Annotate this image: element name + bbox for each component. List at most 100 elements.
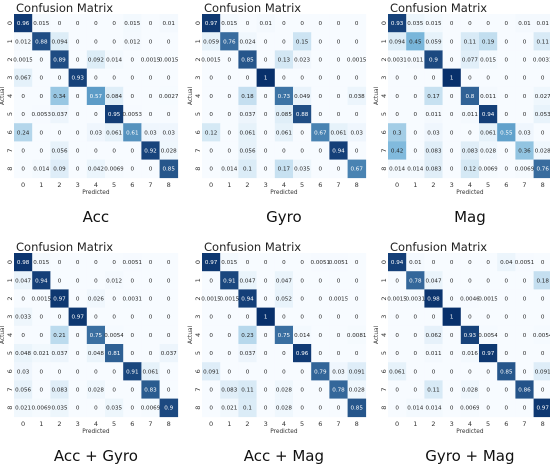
heatmap-cell: [86, 253, 106, 272]
cell-value-label: 0: [395, 278, 399, 284]
heatmap-cell: [105, 50, 124, 69]
cell-value-label: 0: [76, 297, 80, 303]
cell-value-label: 0.98: [427, 297, 440, 303]
cell-value-label: 0: [40, 333, 44, 339]
x-tick-label: 2: [57, 420, 61, 428]
heatmap-cell: [105, 14, 124, 33]
heatmap-cell: [202, 344, 221, 363]
cell-value-label: 0: [450, 260, 454, 266]
heatmap-cell: [86, 68, 106, 88]
heatmap-cell: [32, 307, 51, 327]
cell-value-label: 0: [94, 149, 98, 155]
heatmap-cell: [311, 50, 330, 69]
cell-value-label: 0.94: [241, 297, 254, 303]
cell-value-label: 0: [505, 351, 509, 357]
heatmap-cell: [347, 105, 367, 124]
cell-value-label: 0.0069: [478, 167, 498, 173]
cell-value-label: 0: [300, 149, 304, 155]
heatmap-cell: [533, 362, 550, 381]
heatmap-cell: [159, 50, 179, 69]
heatmap-cell: [406, 14, 425, 33]
cell-value-label: 0: [112, 297, 116, 303]
cell-value-label: 0.76: [536, 167, 549, 173]
x-tick-label: 5: [300, 181, 304, 189]
heatmap-cell: [460, 141, 480, 160]
y-tick-label: 6: [380, 369, 388, 373]
cell-value-label: 0.17: [278, 167, 291, 173]
heatmap-cell: [238, 141, 257, 160]
cell-value-label: 0: [282, 351, 286, 357]
cell-value-label: 0: [264, 333, 268, 339]
cell-value-label: 0.049: [294, 94, 310, 100]
heatmap-cell: [515, 253, 534, 272]
cell-value-label: 0.12: [205, 130, 217, 136]
cell-value-label: 0: [58, 369, 62, 375]
y-tick-label: 0: [380, 260, 388, 264]
cell-value-label: 0.0015: [347, 58, 367, 64]
cell-value-label: 0: [319, 58, 323, 64]
cell-value-label: 0.94: [391, 260, 404, 266]
cell-value-label: 0.89: [53, 58, 66, 64]
heatmap-cell: [50, 105, 69, 124]
heatmap-cell: [202, 32, 221, 51]
heatmap-cell: [220, 159, 239, 179]
heatmap-cell: [293, 253, 312, 272]
heatmap-cell: [123, 253, 142, 272]
heatmap-cell: [50, 380, 69, 399]
cell-value-label: 0.18: [536, 278, 549, 284]
x-tick-label: 0: [395, 420, 399, 428]
cell-value-label: 0: [523, 278, 527, 284]
cell-value-label: 0: [131, 406, 135, 412]
heatmap-cell: [274, 159, 294, 179]
heatmap-cell: [497, 307, 516, 327]
heatmap-cell: [50, 307, 69, 327]
heatmap-cell: [497, 141, 516, 160]
cell-value-label: 0.094: [51, 39, 67, 45]
cell-value-label: 0.85: [500, 369, 513, 375]
cell-value-label: 0: [228, 333, 232, 339]
cell-value-label: 0.014: [425, 406, 441, 412]
heatmap-cell: [311, 32, 330, 51]
x-tick-label: 7: [336, 420, 340, 428]
x-tick-label: 7: [336, 181, 340, 189]
cell-value-label: 0.01: [162, 21, 175, 27]
cell-value-label: 0: [432, 315, 436, 321]
cell-value-label: 0: [209, 167, 213, 173]
cell-value-label: 0: [149, 278, 153, 284]
heatmap-cell: [159, 68, 179, 88]
heatmap-cell: [256, 380, 276, 399]
heatmap-cell: [202, 253, 221, 272]
cell-value-label: 0.0031: [406, 297, 426, 303]
heatmap-cell: [329, 159, 348, 179]
heatmap-cell: [274, 123, 294, 142]
cell-value-label: 0: [94, 112, 98, 118]
heatmap-cell: [159, 271, 179, 290]
cell-value-label: 0: [395, 94, 399, 100]
cell-value-label: 0: [468, 76, 472, 82]
heatmap-cell: [256, 344, 276, 363]
cell-value-label: 0: [167, 388, 171, 394]
heatmap-cell: [497, 398, 516, 418]
cell-value-label: 0: [94, 406, 98, 412]
y-tick-label: 7: [380, 387, 388, 391]
cell-value-label: 0.085: [276, 112, 292, 118]
cell-value-label: 0: [264, 297, 268, 303]
heatmap-cell: [32, 271, 51, 290]
heatmap-cell: [141, 307, 160, 327]
cell-value-label: 0: [300, 76, 304, 82]
cell-value-label: 0: [21, 167, 25, 173]
heatmap-cell: [533, 50, 550, 69]
y-tick-label: 2: [194, 57, 202, 61]
heatmap-cell: [105, 159, 124, 179]
heatmap-cell: [311, 344, 330, 363]
heatmap-cell: [86, 50, 106, 69]
cell-value-label: 0.094: [389, 39, 405, 45]
heatmap-cell: [274, 344, 294, 363]
cell-value-label: 0: [40, 58, 44, 64]
cell-value-label: 0: [131, 315, 135, 321]
heatmap-cell: [424, 380, 443, 399]
cell-value-label: 0.083: [51, 388, 67, 394]
cell-value-label: 0: [541, 130, 545, 136]
cell-value-label: 0: [432, 260, 436, 266]
heatmap-cell: [442, 380, 462, 399]
